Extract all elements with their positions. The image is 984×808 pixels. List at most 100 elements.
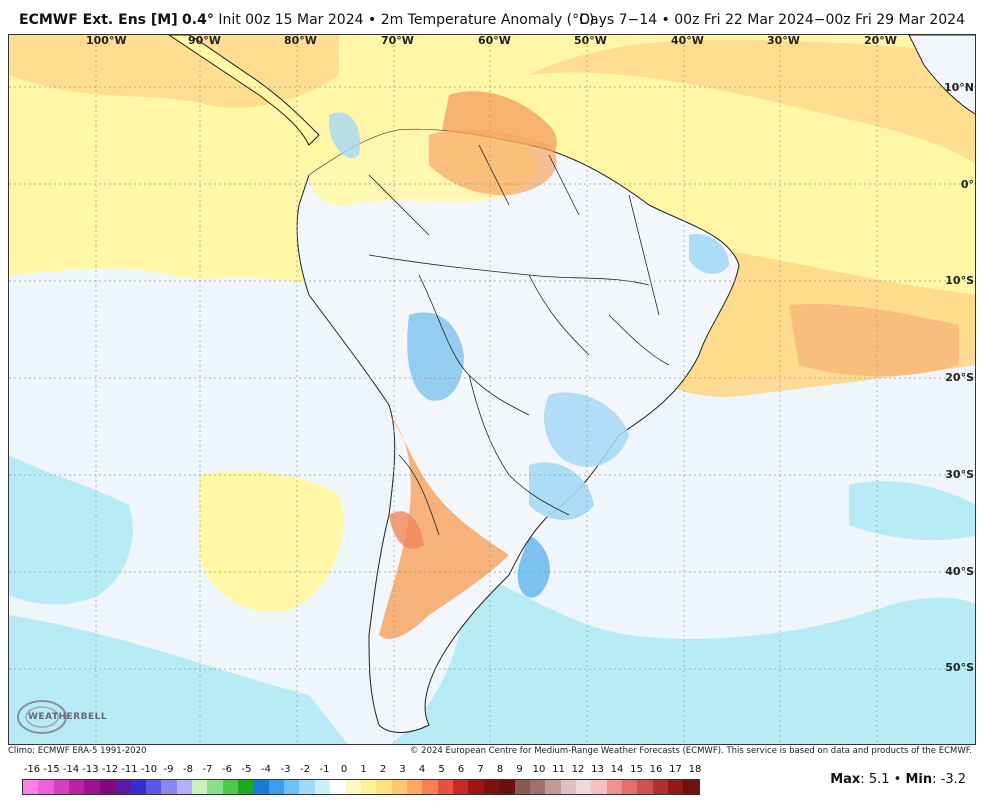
colorbar-label: -2 [300,764,310,775]
lon-label-90w: 90°W [188,34,221,47]
lat-label-50s: 50°S [945,661,974,674]
colorbar-swatch [99,780,116,794]
colorbar-swatch [161,780,177,794]
lat-label-20s: 20°S [945,371,974,384]
colorbar-swatch [84,780,100,794]
colorbar-swatch [453,780,469,794]
colorbar-label: 8 [496,764,504,775]
colorbar-label: 3 [399,764,406,775]
model-name: ECMWF Ext. Ens [M] [19,12,178,28]
lon-label-70w: 70°W [381,34,414,47]
colorbar-label: 14 [610,764,624,775]
colorbar-swatch [391,780,407,794]
colorbar-label: -4 [261,764,271,775]
colorbar-swatch [545,780,561,794]
colorbar-swatch [176,780,192,794]
lat-label-10n: 10°N [943,81,974,94]
colorbar-swatch [207,780,223,794]
colorbar-label: 5 [438,764,445,775]
min-value: -3.2 [940,772,966,787]
max-value: 5.1 [868,772,890,787]
weatherbell-logo: WEATHERBELL [12,697,107,741]
colorbar-label: 4 [418,764,426,775]
colorbar-swatch [499,780,515,794]
colorbar-label: 17 [669,764,682,775]
colorbar-swatch [53,780,70,794]
colorbar-label: 2 [379,764,387,775]
colorbar-swatch [268,780,285,794]
colorbar-label: 11 [552,764,565,775]
colorbar-label: 0 [340,764,348,775]
colorbar-swatch [483,780,500,794]
colorbar-label: -16 [23,764,41,775]
colorbar-label: -15 [43,764,60,775]
colorbar [22,779,700,795]
colorbar-label: -14 [62,764,80,775]
lat-label-10s: 10°S [945,274,974,287]
colorbar-label: -3 [280,764,291,775]
colorbar-swatch [299,780,315,794]
product-name: 2m Temperature Anomaly (°C) [380,12,595,28]
lon-label-100w: 100°W [86,34,127,47]
colorbar-swatch [622,780,638,794]
colorbar-label: -9 [163,764,174,775]
colorbar-swatch [145,780,162,794]
colorbar-label: -12 [101,764,119,775]
colorbar-swatch [345,780,361,794]
colorbar-swatch [284,780,300,794]
lat-label-0: 0° [960,178,974,191]
title-separator: • [367,12,377,28]
colorbar-swatch [38,780,54,794]
colorbar-label: 16 [649,764,663,775]
lat-label-40s: 40°S [945,565,974,578]
colorbar-label: -13 [82,764,99,775]
colorbar-swatch [591,780,607,794]
colorbar-swatch [437,780,454,794]
colorbar-label: -6 [222,764,232,775]
colorbar-swatch [253,780,269,794]
colorbar-label: -8 [183,764,193,775]
colorbar-label: 15 [630,764,643,775]
stats-separator: • [893,772,902,787]
map-canvas [9,35,975,744]
lat-label-30s: 30°S [945,468,974,481]
colorbar-swatch [637,780,653,794]
colorbar-label: 1 [360,764,367,775]
climo-note: Climo: ECMWF ERA-5 1991-2020 [8,746,147,756]
valid-period: Days 7−14 • 00z Fri 22 Mar 2024−00z Fri … [579,12,965,28]
min-label: Min [905,772,933,787]
colorbar-swatch [115,780,131,794]
map-header: ECMWF Ext. Ens [M] 0.4° Init 00z 15 Mar … [0,0,984,34]
colorbar-swatch [330,780,346,794]
max-label: Max [830,772,861,787]
colorbar-label: 7 [477,764,484,775]
colorbar-swatch [314,780,331,794]
model-resolution: 0.4 [182,12,207,28]
colorbar-swatch [683,780,699,794]
colorbar-swatch [222,780,239,794]
copyright-note: © 2024 European Centre for Medium-Range … [409,746,972,756]
colorbar-label: 12 [571,764,585,775]
colorbar-label: -5 [241,764,252,775]
colorbar-swatch [422,780,438,794]
colorbar-swatch [606,780,623,794]
colorbar-swatch [529,780,546,794]
colorbar-swatch [652,780,669,794]
colorbar-swatch [468,780,484,794]
lon-label-20w: 20°W [864,34,897,47]
colorbar-label: -1 [319,764,330,775]
logo-swirl-icon [17,700,67,734]
colorbar-label: 13 [591,764,604,775]
colorbar-swatch [360,780,377,794]
map-title: ECMWF Ext. Ens [M] 0.4° Init 00z 15 Mar … [19,12,595,28]
colorbar-label: -10 [140,764,158,775]
lon-label-80w: 80°W [284,34,317,47]
colorbar-label: 18 [688,764,702,775]
colorbar-swatch [406,780,423,794]
stats: Max: 5.1 • Min: -3.2 [830,772,966,787]
colorbar-swatch [23,780,39,794]
lon-label-50w: 50°W [574,34,607,47]
logo-text: WEATHERBELL [28,712,108,722]
colorbar-swatch [668,780,684,794]
lon-label-40w: 40°W [671,34,704,47]
